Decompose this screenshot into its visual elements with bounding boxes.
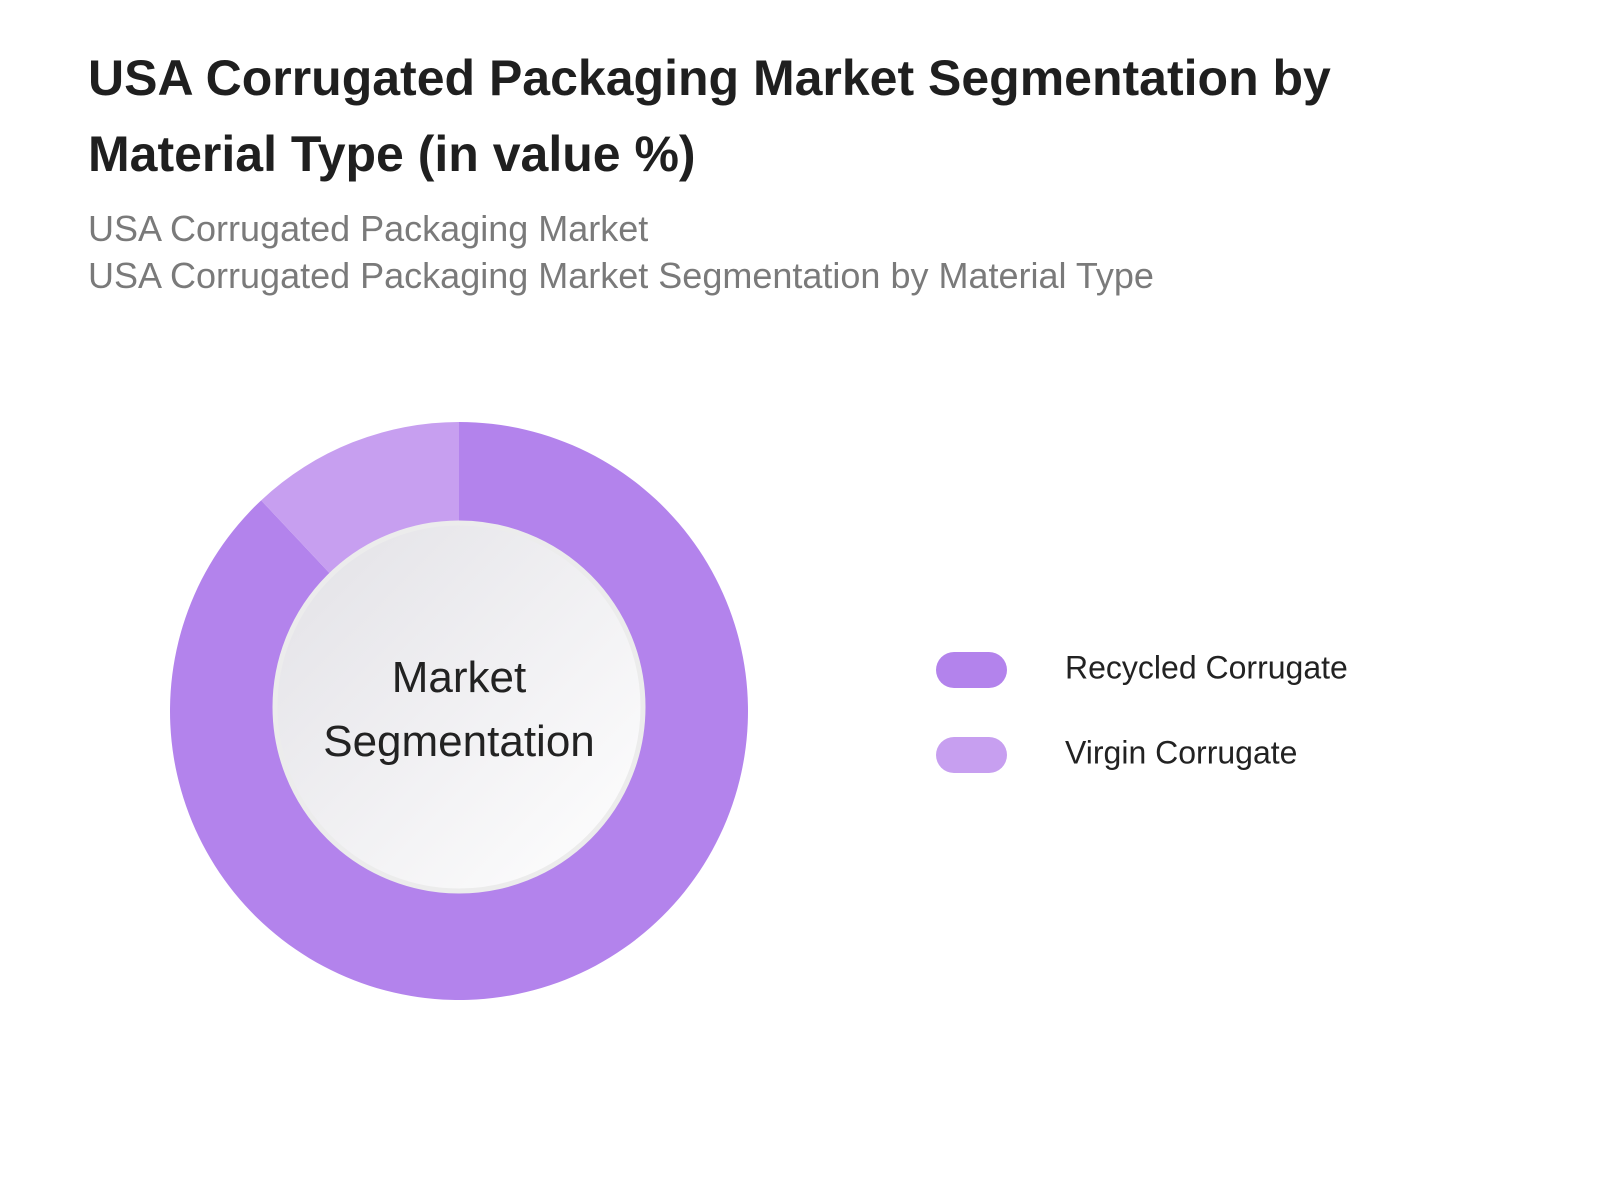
legend-label: Virgin Corrugate [1065, 734, 1297, 770]
chart-title: USA Corrugated Packaging Market Segmenta… [88, 50, 1331, 182]
legend-swatch [936, 737, 1007, 773]
legend-label: Recycled Corrugate [1065, 649, 1348, 685]
donut-center [272, 520, 646, 894]
center-label: Market Segmentation [323, 653, 595, 766]
donut-slice [170, 422, 748, 1000]
legend-swatch [936, 652, 1007, 688]
subtitle: USA Corrugated Packaging Market [88, 208, 649, 249]
subtitle: USA Corrugated Packaging Market Segmenta… [88, 255, 1154, 296]
